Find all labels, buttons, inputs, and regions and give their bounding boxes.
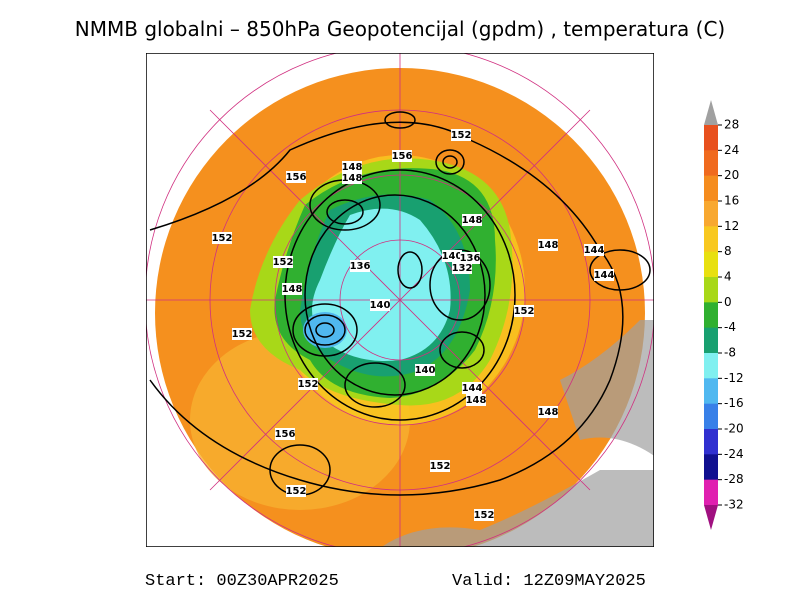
contour-label: 144 [462,383,483,394]
contour-label: 152 [474,510,495,521]
contour-label-box [282,283,302,295]
contour-label: 148 [538,240,559,251]
colorbar-band [704,150,718,177]
colorbar-band [704,479,718,506]
colorbar-band [704,454,718,481]
contour-label-box [273,256,293,268]
contour-label-box [442,250,462,262]
colorbar-label: 8 [724,244,732,258]
very-cold-region [303,312,347,348]
contour-label-box [275,428,295,440]
contour-label: 140 [370,300,391,311]
contour-label: 152 [298,379,319,390]
colorbar-band [704,302,718,329]
colorbar-band [704,378,718,405]
contour-label-box [415,364,435,376]
contour-label: 144 [584,245,605,256]
contour-label-box [474,509,494,521]
contour-label-box [232,328,252,340]
contour-label: 152 [286,486,307,497]
colorbar-arrow-top [704,100,718,125]
contour-label-box [594,269,614,281]
terrain [381,470,654,547]
colorbar-label: -32 [724,498,744,512]
contour-label: 152 [451,130,472,141]
contour-label: 152 [514,306,535,317]
contour-label: 148 [282,284,303,295]
colorbar-band [704,429,718,455]
contour-label-box [212,232,232,244]
contour-label: 148 [342,162,363,173]
contour-label-box [370,299,390,311]
contour-label: 148 [342,173,363,184]
contour-label-box [392,150,412,162]
contour-label: 132 [452,263,473,274]
contour-label-box [514,305,534,317]
contour-label: 136 [460,253,481,264]
contour-label-box [350,260,370,272]
contour-label-box [298,378,318,390]
contours [149,111,651,496]
colorbar-band [704,175,718,202]
colorbar-band [704,125,718,151]
contour-label: 152 [430,461,451,472]
colorbar-label: 20 [724,168,739,182]
colorbar-label: -8 [724,346,736,360]
contour-label-box [286,485,306,497]
contour-label: 140 [442,251,463,262]
colorbar-label: 4 [724,270,732,284]
contour-label-box [462,382,482,394]
colorbar-label: -24 [724,447,744,461]
contour-label: 136 [350,261,371,272]
colorbar-band [704,327,718,354]
start-time: Start: 00Z30APR2025 [145,572,339,591]
contour-label-box [452,262,472,274]
contour-label-box [460,252,480,264]
contour-label: 152 [273,257,294,268]
contour-label-box [538,239,558,251]
colorbar-band [704,226,718,253]
contour-label-box [342,161,362,173]
colorbar-label: 28 [724,118,739,132]
colorbar-label: 12 [724,219,739,233]
contour-label: 148 [462,215,483,226]
colorbar-arrow-bottom [704,505,718,530]
contour-label-box [466,394,486,406]
colorbar-band [704,403,718,430]
colorbar-label: -28 [724,472,744,486]
title: NMMB globalni – 850hPa Geopotencijal (gp… [75,17,725,41]
contour-label-box [584,244,604,256]
colorbar-label: -12 [724,371,744,385]
contour-label: 148 [466,395,487,406]
colorbar-label: 16 [724,194,739,208]
contour-label: 152 [232,329,253,340]
contour-label: 156 [275,429,296,440]
colorbar-label: -4 [724,320,736,334]
colorbar-band [704,251,718,278]
contour-label: 144 [594,270,615,281]
colorbar-band [704,201,718,227]
colorbar-label: -20 [724,422,744,436]
contour-label: 148 [538,407,559,418]
valid-time: Valid: 12Z09MAY2025 [452,572,646,591]
contour-label: 156 [392,151,413,162]
contour-label-box [538,406,558,418]
contour-label-box [462,214,482,226]
colorbar-band [704,277,718,303]
contour-label-box [342,172,362,184]
colorbar-band [704,353,718,379]
contour-label: 140 [415,365,436,376]
contour-label-box [451,129,471,141]
colorbar-label: 0 [724,295,732,309]
colorbar-label: -16 [724,396,744,410]
contour-label-box [286,171,306,183]
contour-label: 156 [286,172,307,183]
contour-label: 152 [212,233,233,244]
contour-label-box [430,460,450,472]
colorbar-label: 24 [724,143,739,157]
graticule [146,53,654,547]
